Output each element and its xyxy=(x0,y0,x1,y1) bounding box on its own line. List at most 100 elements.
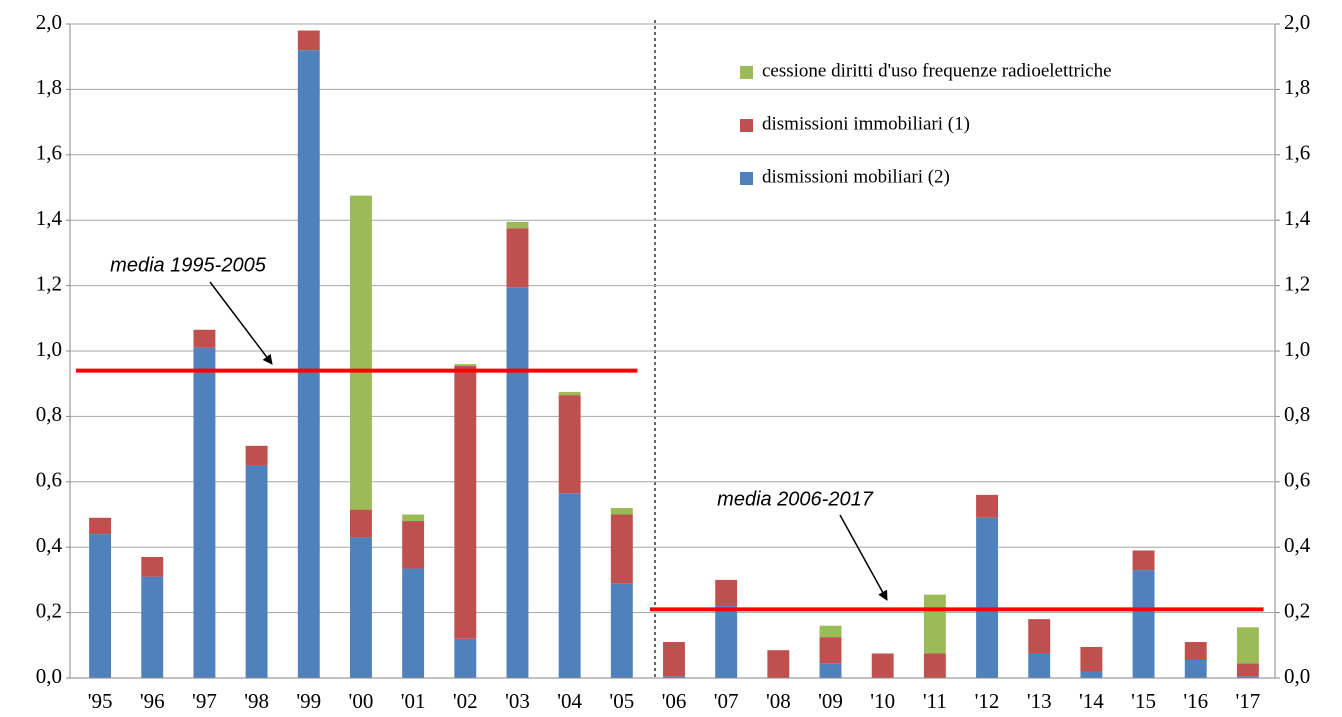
bar-segment xyxy=(558,395,581,494)
y-tick-label: 2,0 xyxy=(36,10,62,34)
bar-segment xyxy=(1236,663,1259,677)
bar-segment xyxy=(506,228,529,288)
x-tick-label: '08 xyxy=(766,689,791,713)
bar-segment xyxy=(1028,653,1051,678)
x-tick-label: '03 xyxy=(505,689,530,713)
x-tick-label: '01 xyxy=(401,689,426,713)
y2-tick-label: 1,4 xyxy=(1284,206,1311,230)
bar-segment xyxy=(819,625,842,638)
legend-swatch xyxy=(740,172,753,185)
bar-segment xyxy=(976,494,998,518)
bar-segment xyxy=(141,557,164,577)
y-tick-label: 0,6 xyxy=(36,468,62,492)
x-tick-label: '15 xyxy=(1131,689,1156,713)
bar-segment xyxy=(715,606,738,678)
bar-segment xyxy=(402,514,425,522)
x-tick-label: '05 xyxy=(609,689,634,713)
y-tick-label: 0,4 xyxy=(36,533,63,557)
bar-segment xyxy=(350,195,372,510)
bar-segment xyxy=(350,537,372,678)
legend-label: cessione diritti d'uso frequenze radioel… xyxy=(762,60,1112,81)
bar-segment xyxy=(297,30,320,51)
bar-segment xyxy=(1080,646,1103,672)
bar-segment xyxy=(819,637,842,664)
y-tick-label: 0,2 xyxy=(36,598,62,622)
y2-tick-label: 0,0 xyxy=(1284,664,1310,688)
bar-segment xyxy=(558,493,581,678)
y-tick-label: 1,2 xyxy=(36,271,62,295)
bar-segment xyxy=(715,579,738,607)
bar-segment xyxy=(976,517,998,678)
x-tick-label: '00 xyxy=(349,689,374,713)
bar-segment xyxy=(350,509,372,538)
y-tick-label: 0,8 xyxy=(36,402,62,426)
y2-tick-label: 1,0 xyxy=(1284,337,1310,361)
bar-segment xyxy=(923,653,946,678)
bar-segment xyxy=(297,50,320,679)
y-tick-label: 1,4 xyxy=(36,206,63,230)
annotation-arrow xyxy=(209,281,273,365)
bar-segment xyxy=(141,576,164,678)
bar-segment xyxy=(871,653,894,678)
y2-tick-label: 2,0 xyxy=(1284,10,1310,34)
legend-label: dismissioni mobiliari (2) xyxy=(762,166,950,187)
bar-segment xyxy=(1184,642,1207,661)
bar-segment xyxy=(1236,627,1259,664)
bar-segment xyxy=(402,568,425,678)
y2-tick-label: 0,6 xyxy=(1284,468,1310,492)
bar-segment xyxy=(193,329,216,348)
bar-segment xyxy=(193,347,216,678)
y-tick-label: 1,6 xyxy=(36,141,62,165)
x-tick-label: '13 xyxy=(1027,689,1052,713)
bar-segment xyxy=(610,583,633,678)
bar-segment xyxy=(767,650,790,678)
x-tick-label: '98 xyxy=(244,689,269,713)
y2-tick-label: 1,2 xyxy=(1284,271,1310,295)
bar-segment xyxy=(610,514,633,584)
x-tick-label: '11 xyxy=(923,689,947,713)
x-tick-label: '09 xyxy=(818,689,843,713)
x-tick-label: '12 xyxy=(975,689,1000,713)
x-tick-label: '06 xyxy=(662,689,687,713)
bar-segment xyxy=(454,365,477,639)
bar-segment xyxy=(558,391,581,396)
bar-segment xyxy=(1132,550,1155,571)
x-tick-label: '16 xyxy=(1183,689,1208,713)
bar-segment xyxy=(454,638,477,678)
bar-segment xyxy=(610,507,633,515)
x-tick-label: '07 xyxy=(714,689,739,713)
x-tick-label: '17 xyxy=(1236,689,1261,713)
bar-segment xyxy=(245,465,268,678)
legend-swatch xyxy=(740,119,753,132)
x-tick-label: '04 xyxy=(557,689,582,713)
y2-tick-label: 0,4 xyxy=(1284,533,1311,557)
y2-tick-label: 0,2 xyxy=(1284,598,1310,622)
x-tick-label: '96 xyxy=(140,689,165,713)
y2-tick-label: 1,8 xyxy=(1284,75,1310,99)
x-tick-label: '95 xyxy=(88,689,113,713)
bar-segment xyxy=(506,287,529,678)
x-tick-label: '97 xyxy=(192,689,217,713)
bar-segment xyxy=(923,594,946,654)
bar-segment xyxy=(1184,660,1207,678)
bar-segment xyxy=(245,445,268,466)
y2-tick-label: 1,6 xyxy=(1284,141,1310,165)
bar-segment xyxy=(663,642,685,677)
bar-segment xyxy=(454,364,477,366)
bar-segment xyxy=(1028,619,1051,654)
bar-segment xyxy=(1236,676,1259,678)
x-tick-label: '10 xyxy=(870,689,895,713)
y-tick-label: 1,8 xyxy=(36,75,62,99)
bar-segment xyxy=(1080,671,1103,678)
annotation: media 2006-2017 xyxy=(717,488,874,510)
x-tick-label: '02 xyxy=(453,689,478,713)
annotation: media 1995-2005 xyxy=(110,254,267,276)
annotation-arrow xyxy=(839,514,888,601)
y-tick-label: 0,0 xyxy=(36,664,62,688)
legend-swatch xyxy=(740,66,753,79)
bar-segment xyxy=(506,221,529,229)
bar-segment xyxy=(89,517,112,535)
x-tick-label: '99 xyxy=(296,689,321,713)
bar-segment xyxy=(402,521,425,569)
